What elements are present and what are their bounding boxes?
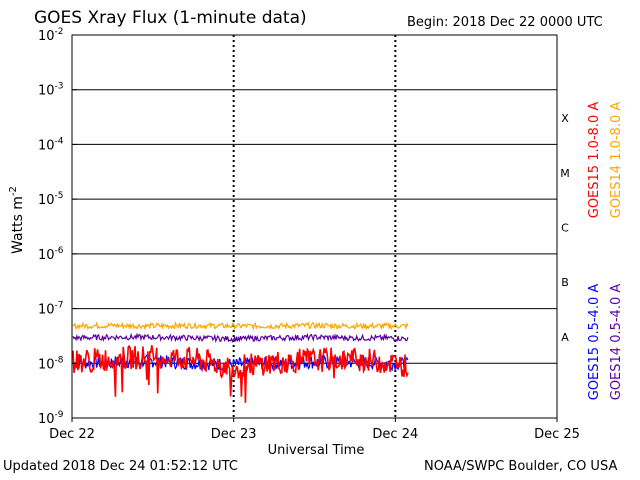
y-tick-base: 10 [38,84,55,99]
y-tick-base: 10 [38,138,55,153]
plot-frame [71,34,558,422]
y-tick-exponent: -6 [55,246,64,256]
y-tick-base: 10 [38,303,55,318]
x-tick-label: Dec 25 [534,427,580,442]
y-tick-label: 10-3 [38,82,64,99]
y-tick-base: 10 [38,412,55,427]
flare-class-X: X [561,112,569,125]
series-lines [72,321,409,403]
y-tick-exponent: -5 [55,191,64,201]
y-tick-exponent: -7 [55,301,64,311]
y-tick-exponent: -3 [55,82,64,92]
y-axis-label-text: Watts m [10,196,26,254]
grid-lines [72,35,557,418]
y-tick-label: 10-6 [38,246,64,263]
y-tick-label: 10-9 [38,410,64,427]
series-line-goes15-1-0-8-0-a [72,344,409,403]
flare-class-A: A [561,331,569,344]
y-tick-label: 10-5 [38,191,64,208]
y-axis-label-exponent: -2 [8,186,19,196]
y-tick-base: 10 [38,29,55,44]
y-tick-label: 10-2 [38,27,64,44]
updated-timestamp: Updated 2018 Dec 24 01:52:12 UTC [3,459,238,474]
chart-title: GOES Xray Flux (1-minute data) [34,8,307,28]
begin-time: Begin: 2018 Dec 22 0000 UTC [407,15,603,30]
plot-border [71,34,558,419]
series-line-goes14-0-5-4-0-a [72,332,409,344]
y-axis-label: Watts m-2 [8,186,26,254]
legend-goes14-0-5-4-0-a: GOES14 0.5-4.0 A [609,284,624,401]
flare-class-C: C [561,222,569,235]
x-tick-label: Dec 23 [211,427,257,442]
legend-goes15-0-5-4-0-a: GOES15 0.5-4.0 A [587,284,602,401]
flare-class-M: M [560,167,570,180]
x-axis-label: Universal Time [268,443,365,458]
y-tick-label: 10-7 [38,301,64,318]
legend: GOES15 1.0-8.0 A GOES14 1.0-8.0 A GOES15 0… [587,102,624,401]
x-tick-label: Dec 24 [372,427,418,442]
y-tick-exponent: -2 [55,27,64,37]
y-tick-exponent: -4 [55,136,64,146]
y-tick-label: 10-4 [38,136,64,153]
y-tick-label: 10-8 [38,355,64,372]
flare-class-B: B [561,276,569,289]
credit-line: NOAA/SWPC Boulder, CO USA [424,459,618,474]
y-tick-labels: 10-910-810-710-610-510-410-310-2 [38,27,64,427]
x-tick-labels: Dec 22 Dec 23 Dec 24 Dec 25 [49,427,580,442]
x-tick-label: Dec 22 [49,427,95,442]
flare-class-labels: A B C M X [560,112,570,344]
y-tick-exponent: -9 [55,410,64,420]
y-tick-base: 10 [38,357,55,372]
y-tick-base: 10 [38,193,55,208]
series-line-goes14-1-0-8-0-a [72,321,409,331]
legend-goes14-1-0-8-0-a: GOES14 1.0-8.0 A [609,102,624,219]
y-tick-base: 10 [38,248,55,263]
legend-goes15-1-0-8-0-a: GOES15 1.0-8.0 A [587,102,602,219]
y-tick-exponent: -8 [55,355,64,365]
